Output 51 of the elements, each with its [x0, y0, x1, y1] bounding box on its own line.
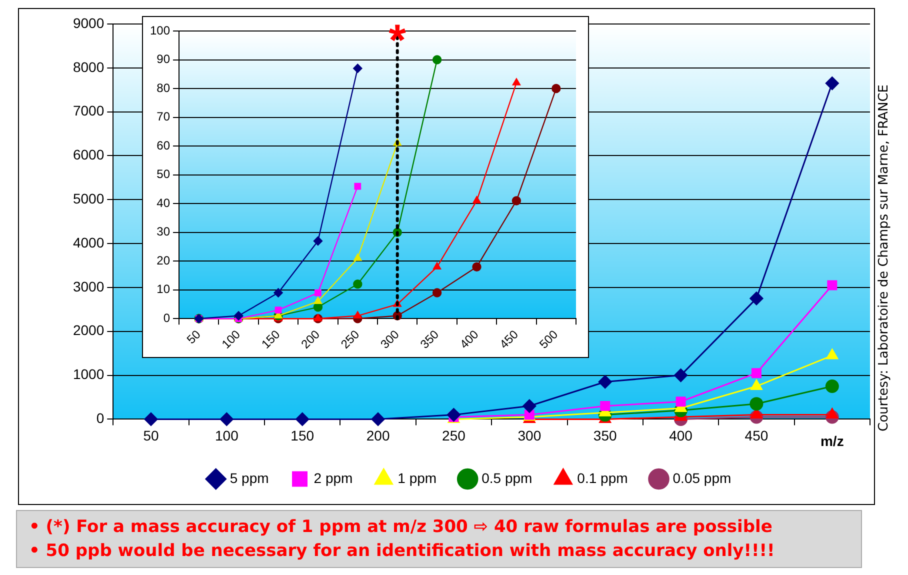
x-tick-label: 300	[518, 427, 542, 444]
x-tick-label: 300	[378, 327, 402, 352]
x-tick-label: 400	[457, 327, 482, 352]
legend-label: 2 ppm	[314, 470, 353, 486]
y-tick-label: 0	[96, 410, 104, 426]
x-tick-label: 200	[366, 427, 390, 444]
x-tick-label: 350	[593, 427, 617, 444]
x-tick-label: 250	[442, 427, 466, 444]
x-tick-label: 450	[744, 427, 768, 444]
text: Courtesy: Laboratoire de Champs sur Marne, FRANCE	[876, 84, 892, 432]
y-tick-label: 1000	[72, 366, 104, 382]
x-tick-label: 50	[184, 327, 204, 347]
y-tick-label: 2000	[72, 322, 104, 338]
x-tick-label: 250	[338, 327, 362, 352]
text: • 50 ppb would be necessary for an identification with mass accuracy only!!!!	[29, 540, 776, 563]
legend-label: 0.05 ppm	[672, 470, 732, 486]
x-tick-label: 500	[536, 327, 561, 352]
x-tick-label: 100	[214, 427, 239, 444]
y-tick-label: 8000	[72, 58, 104, 75]
y-tick-label: 7000	[72, 102, 104, 119]
y-tick-label: 6000	[72, 146, 104, 163]
legend-label: 5 ppm	[230, 470, 269, 486]
y-tick-label: 40	[156, 196, 170, 210]
x-tick-label: 200	[298, 327, 323, 352]
y-tick-label: 0	[163, 310, 170, 325]
x-axis-title: m/z	[820, 433, 844, 450]
y-tick-label: 4000	[72, 234, 104, 250]
y-tick-label: 70	[156, 110, 170, 124]
x-tick-label: 350	[417, 327, 442, 352]
y-tick-label: 10	[156, 282, 170, 296]
x-tick-label: 150	[290, 427, 314, 444]
x-tick-label: 50	[143, 427, 159, 444]
text: • (*) For a mass accuracy of 1 ppm at m/z 300 ⇨ 40 raw formulas are possible	[29, 516, 774, 539]
x-tick-label: 450	[496, 327, 522, 352]
x-tick-label: 400	[669, 427, 693, 444]
y-tick-label: 3000	[72, 278, 104, 294]
y-tick-label: 90	[156, 52, 170, 66]
x-tick-label: 100	[218, 327, 244, 352]
x-tick-label: 150	[258, 327, 283, 352]
y-tick-label: 60	[156, 138, 170, 152]
y-tick-label: 100	[150, 23, 170, 38]
y-tick-label: 20	[156, 253, 170, 268]
y-tick-label: 9000	[72, 14, 104, 31]
legend-label: 0.5 ppm	[482, 470, 532, 486]
y-tick-label: 5000	[72, 190, 104, 207]
y-tick-label: 80	[156, 80, 170, 95]
ref-line-label: *	[388, 16, 407, 66]
legend-label: 1 ppm	[398, 470, 437, 486]
y-tick-label: 50	[156, 167, 170, 182]
legend-label: 0.1 ppm	[577, 470, 628, 486]
y-tick-label: 30	[156, 224, 170, 239]
